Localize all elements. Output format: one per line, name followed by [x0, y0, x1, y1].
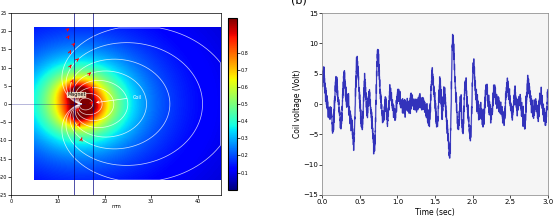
X-axis label: Time (sec): Time (sec) [415, 208, 455, 217]
Y-axis label: Coil voltage (Volt): Coil voltage (Volt) [293, 70, 302, 138]
Text: Magnet: Magnet [67, 92, 86, 97]
Text: Coil: Coil [97, 95, 142, 103]
X-axis label: mm: mm [111, 204, 121, 209]
Text: (b): (b) [291, 0, 306, 6]
